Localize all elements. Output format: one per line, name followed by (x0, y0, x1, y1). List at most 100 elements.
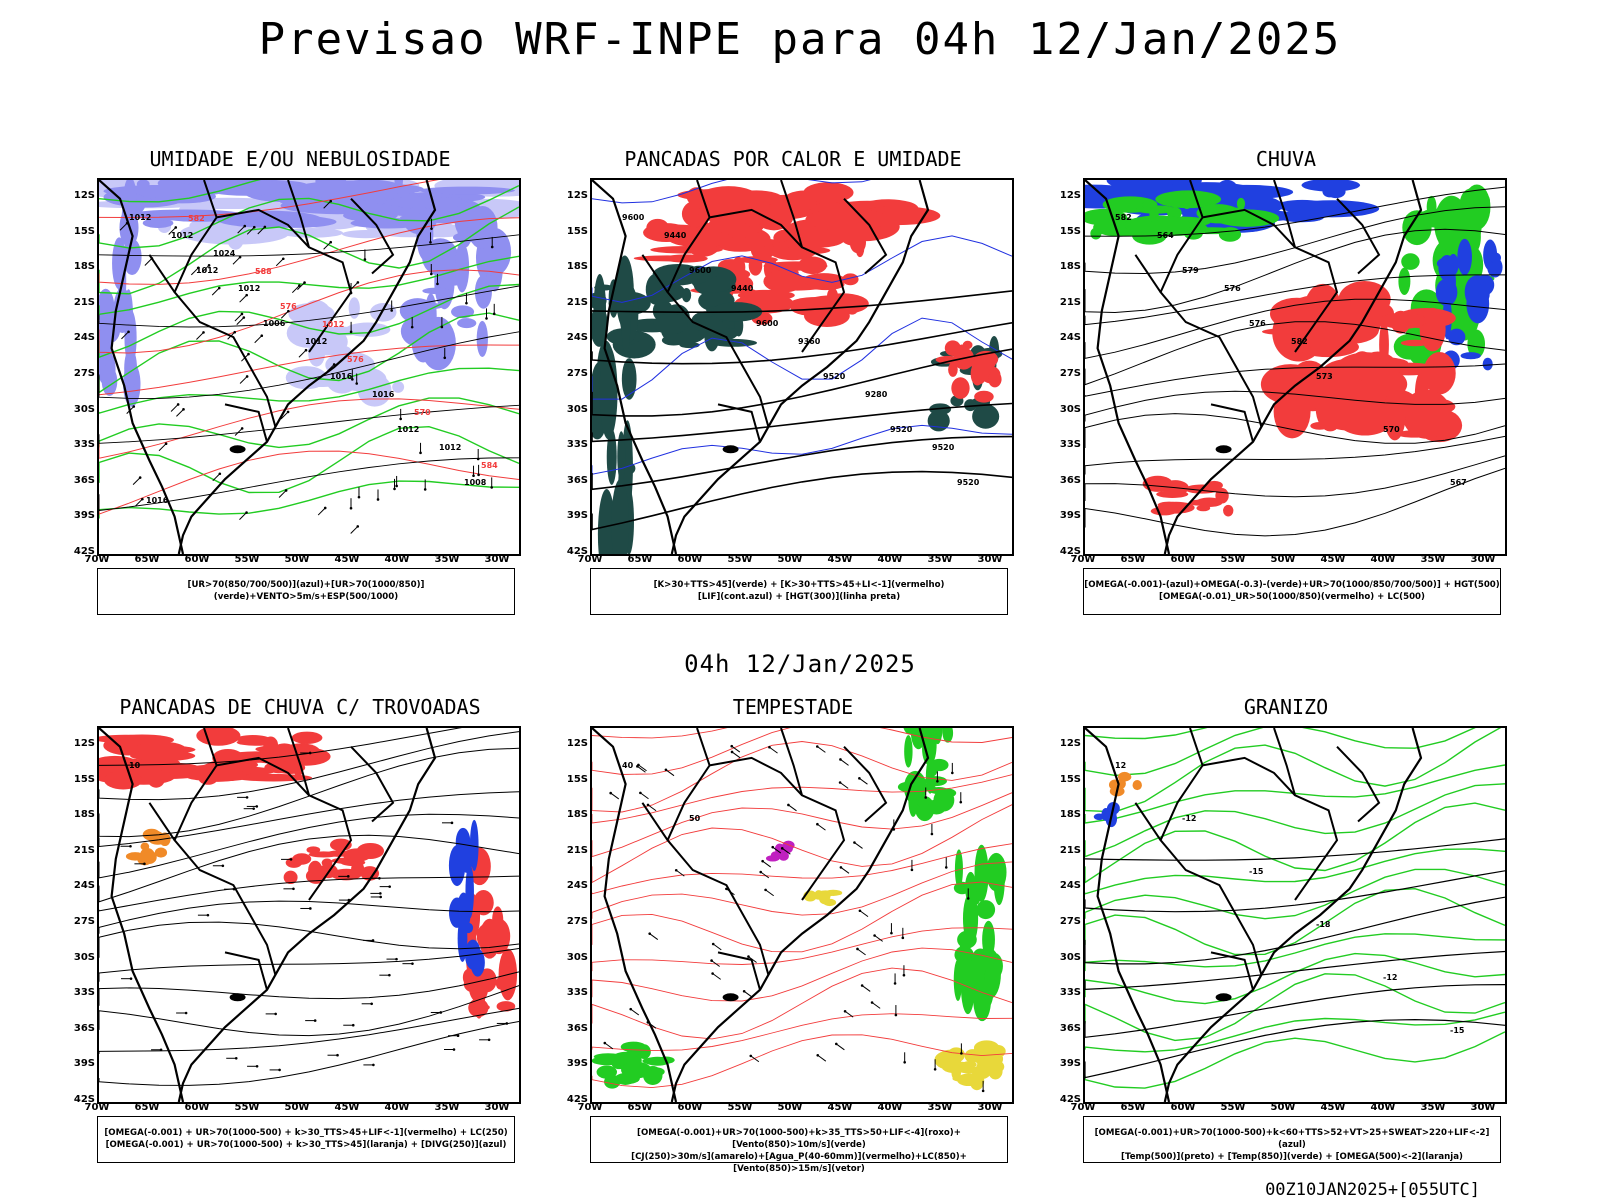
contour-label: 1016 (330, 372, 353, 381)
lat-tick-label: 15S (566, 225, 588, 237)
legend-line: [OMEGA(-0.001)+UR>70(1000-500)+k>35_TTS>… (637, 1128, 961, 1150)
storm-green-east (953, 844, 1007, 1022)
contour-label: 564 (1157, 231, 1174, 240)
lon-tick-label: 50W (1270, 554, 1296, 565)
lat-tick-label: 42S (73, 1094, 95, 1105)
lon-tick-label: 55W (727, 554, 753, 565)
lat-tick-label: 21S (566, 844, 588, 856)
map-svg: 40 50 (592, 728, 1012, 1102)
map-svg: 9600 9600 9600 9520 9520 9520 9440 9440 9360 9280… (592, 180, 1012, 554)
lat-tick-label: 39S (1059, 510, 1081, 522)
contour-label: 50 (689, 814, 701, 823)
lon-tick-label: 45W (334, 554, 360, 565)
main-title: Previsao WRF-INPE para 04h 12/Jan/2025 (258, 14, 1342, 65)
humidity-blue-area (103, 180, 515, 232)
lon-tick-label: 70W (1070, 554, 1096, 565)
hail-blue (1093, 802, 1120, 828)
lon-tick-label: 70W (84, 554, 110, 565)
lat-tick-label: 12S (73, 190, 95, 201)
lat-tick-label: 12S (566, 738, 588, 749)
lon-tick-label: 35W (927, 1102, 953, 1113)
lat-tick-label: 27S (566, 916, 588, 927)
lat-tick-label: 42S (1059, 1094, 1081, 1105)
lat-tick-label: 30S (73, 403, 95, 415)
contour-label: 582 (188, 214, 205, 223)
lon-tick-label: 30W (977, 1102, 1003, 1113)
lon-tick-label: 35W (1420, 1102, 1446, 1113)
lon-tick-label: 70W (1070, 1102, 1096, 1113)
lon-tick-label: 35W (434, 554, 460, 565)
contour-label: 1024 (213, 249, 236, 258)
map-panel-5: 40 50 (590, 726, 1014, 1104)
contour-label: 567 (1450, 478, 1467, 487)
lat-tick-label: 24S (566, 880, 588, 892)
contour-label: 570 (1383, 425, 1400, 434)
streamline-arrows (120, 751, 509, 1072)
omega-orange (1108, 771, 1142, 797)
legend-line: [LIF](cont.azul) + [HGT(300)](linha pret… (697, 592, 901, 602)
panel-title-2: PANCADAS POR CALOR E UMIDADE (624, 147, 962, 171)
lat-tick-label: 24S (73, 880, 95, 892)
contour-label: 1012 (439, 443, 461, 452)
lon-tick-label: 70W (577, 554, 603, 565)
lon-tick-label: 30W (1470, 554, 1496, 565)
legend-line: [CJ(250)>30m/s](amarelo)+[Agua_P(40-60mm… (631, 1152, 967, 1174)
jet-yellow-area (934, 1040, 1006, 1091)
lon-tick-label: 35W (1420, 554, 1446, 565)
lat-tick-label: 30S (566, 951, 588, 963)
contour-label: 40 (622, 761, 634, 770)
contour-label: 588 (255, 267, 272, 276)
lat-tick-label: 33S (566, 439, 588, 451)
legend-box-5: [OMEGA(-0.001)+UR>70(1000-500)+k>35_TTS>… (590, 1116, 1008, 1174)
contour-label: -15 (1249, 867, 1264, 876)
lon-tick-label: 55W (1220, 554, 1246, 565)
contour-label: -12 (1182, 814, 1196, 823)
lat-tick-label: 42S (73, 546, 95, 557)
lat-tick-label: 15S (1059, 773, 1081, 785)
temp500-black-contours (1085, 838, 1505, 1079)
contour-label: 576 (347, 355, 364, 364)
contour-label: 1012 (397, 425, 419, 434)
storm-purple (765, 840, 795, 862)
lon-tick-label: 65W (1120, 554, 1146, 565)
lat-tick-label: 12S (566, 190, 588, 201)
lat-tick-label: 42S (566, 1094, 588, 1105)
lat-tick-label: 36S (566, 474, 588, 486)
lat-tick-label: 36S (1059, 474, 1081, 486)
lat-tick-label: 42S (1059, 546, 1081, 557)
lat-tick-label: 42S (566, 546, 588, 557)
rain-red-area (1260, 280, 1463, 443)
lon-tick-label: 40W (877, 554, 903, 565)
lon-tick-label: 60W (677, 554, 703, 565)
lat-tick-label: 33S (1059, 439, 1081, 451)
legend-line: [Temp(500)](preto) + [Temp(850)](verde) … (1121, 1152, 1463, 1162)
lat-tick-label: 39S (566, 510, 588, 522)
contour-label: 1012 (305, 337, 327, 346)
lon-tick-label: 60W (1170, 554, 1196, 565)
contour-label: 12 (1115, 761, 1126, 770)
lat-tick-label: 30S (566, 403, 588, 415)
lon-tick-label: 45W (1320, 1102, 1346, 1113)
lat-tick-label: 27S (566, 368, 588, 379)
contour-label: 1016 (372, 390, 395, 399)
map-panel-4: 10 (97, 726, 521, 1104)
contour-label: 582 (1115, 213, 1132, 222)
storm-green-south (592, 1041, 675, 1089)
contour-label: 576 (1224, 284, 1241, 293)
map-panel-6: 12 -12 -15 -18 -12 -15 (1083, 726, 1507, 1104)
lat-tick-label: 12S (73, 738, 95, 749)
contour-label: -12 (1383, 973, 1397, 982)
lon-tick-label: 60W (1170, 1102, 1196, 1113)
panel-title-5: TEMPESTADE (732, 695, 854, 719)
contour-label: 9520 (823, 372, 846, 381)
hgt300-black-contours (592, 290, 1012, 531)
legend-line: [OMEGA(-0.001) + UR>70(1000-500) + k>30_… (105, 1140, 507, 1150)
lon-tick-label: 50W (284, 1102, 310, 1113)
lon-tick-label: 30W (484, 554, 510, 565)
contour-label: 1012 (129, 213, 151, 222)
contour-label: 9600 (689, 266, 712, 275)
lif-blue-contours (592, 180, 1012, 475)
lon-tick-label: 55W (1220, 1102, 1246, 1113)
panel-title-1: UMIDADE E/OU NEBULOSIDADE (149, 147, 451, 171)
legend-box-1: [UR>70(850/700/500)](azul)+[UR>70(1000/8… (97, 568, 515, 615)
